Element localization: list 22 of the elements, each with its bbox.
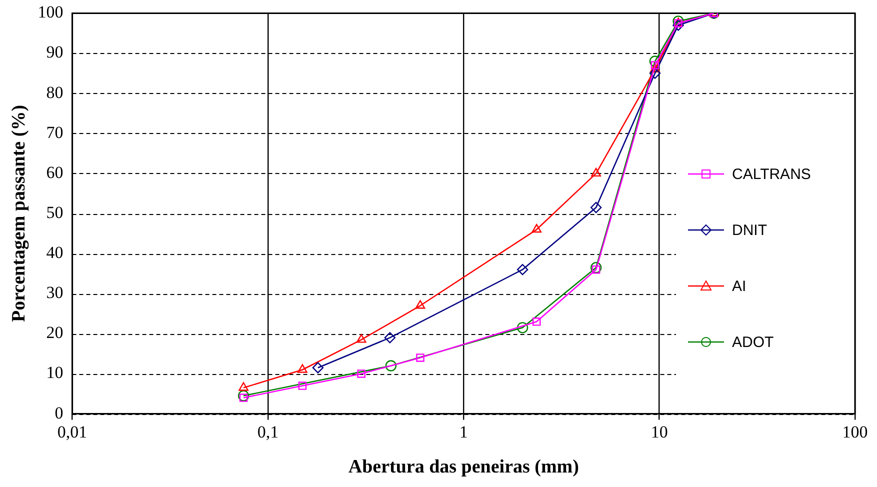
x-tick-label: 0,1 xyxy=(257,422,279,442)
y-tick-label: 90 xyxy=(46,42,64,62)
y-tick-label: 100 xyxy=(38,2,64,22)
legend-label: ADOT xyxy=(732,334,774,351)
y-axis-title: Porcentagem passante (%) xyxy=(8,104,30,322)
x-tick-label: 1 xyxy=(459,422,468,442)
legend-label: DNIT xyxy=(732,222,767,239)
y-tick-label: 10 xyxy=(46,363,64,382)
x-tick-label: 10 xyxy=(650,422,668,442)
y-tick-label: 70 xyxy=(46,122,64,142)
y-tick-label: 40 xyxy=(46,243,64,262)
y-tick-label: 0 xyxy=(54,403,64,422)
y-tick-label: 30 xyxy=(46,283,64,302)
y-tick-label: 80 xyxy=(46,82,64,102)
y-tick-label: 20 xyxy=(46,323,64,342)
legend-label: AI xyxy=(732,278,746,295)
legend-label: CALTRANS xyxy=(732,166,811,183)
x-tick-label: 0,01 xyxy=(57,422,88,442)
y-tick-label: 60 xyxy=(46,162,64,182)
y-tick-label: 50 xyxy=(46,202,64,222)
x-axis-title: Abertura das peneiras (mm) xyxy=(348,456,579,478)
x-tick-label: 100 xyxy=(842,422,868,442)
